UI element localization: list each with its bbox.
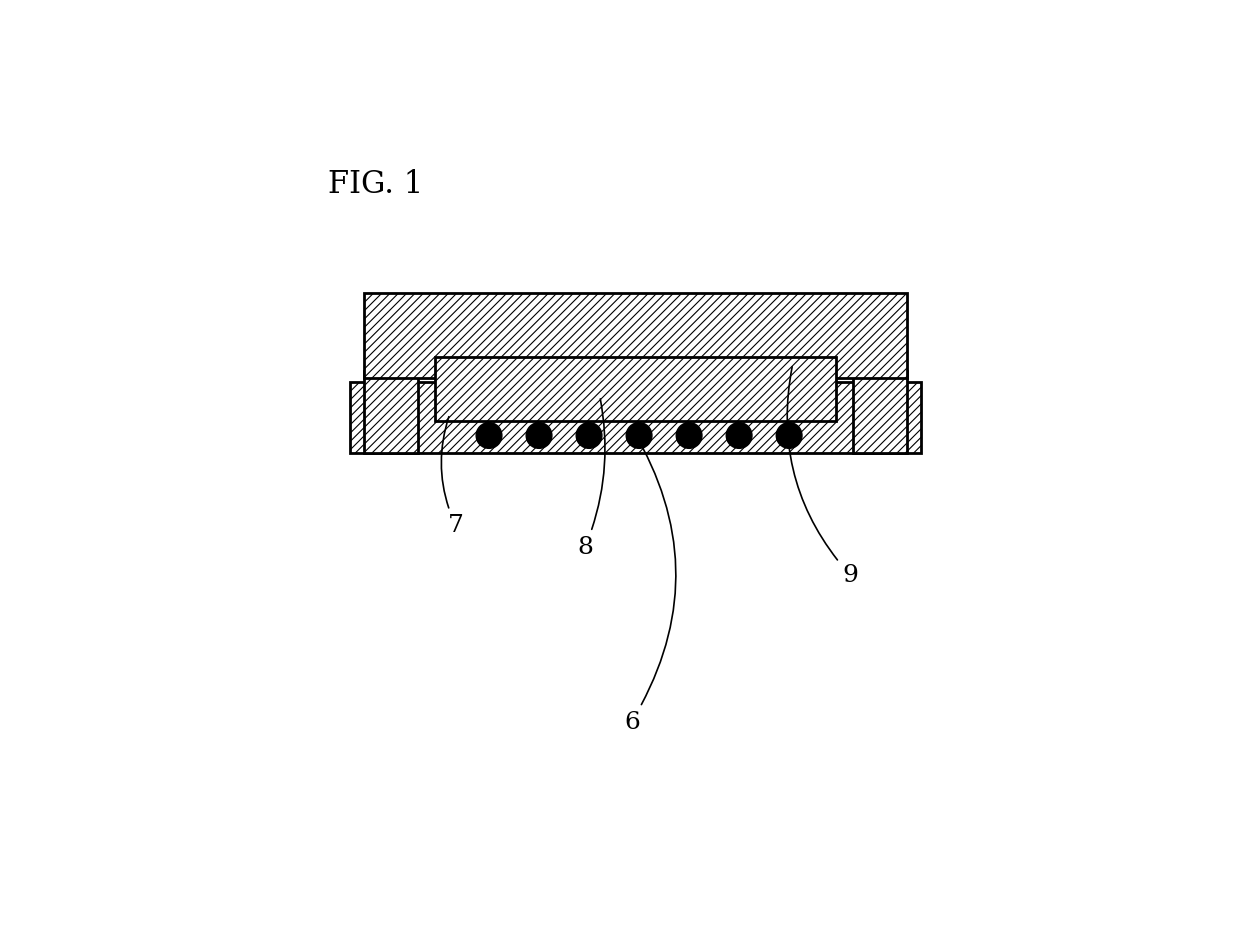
Bar (365, 372, 418, 454)
Circle shape (526, 423, 552, 449)
Text: 8: 8 (578, 400, 605, 558)
Circle shape (626, 423, 652, 449)
Text: FIG. 1: FIG. 1 (329, 169, 424, 199)
Bar (435, 358, 836, 422)
Text: 6: 6 (624, 431, 676, 733)
Circle shape (727, 423, 751, 449)
Bar (853, 372, 906, 454)
Circle shape (476, 423, 502, 449)
Circle shape (577, 423, 601, 449)
Text: 7: 7 (441, 417, 464, 537)
Text: 9: 9 (787, 367, 858, 587)
Bar (365, 293, 906, 379)
Circle shape (676, 423, 702, 449)
Circle shape (776, 423, 802, 449)
Bar (350, 383, 921, 454)
